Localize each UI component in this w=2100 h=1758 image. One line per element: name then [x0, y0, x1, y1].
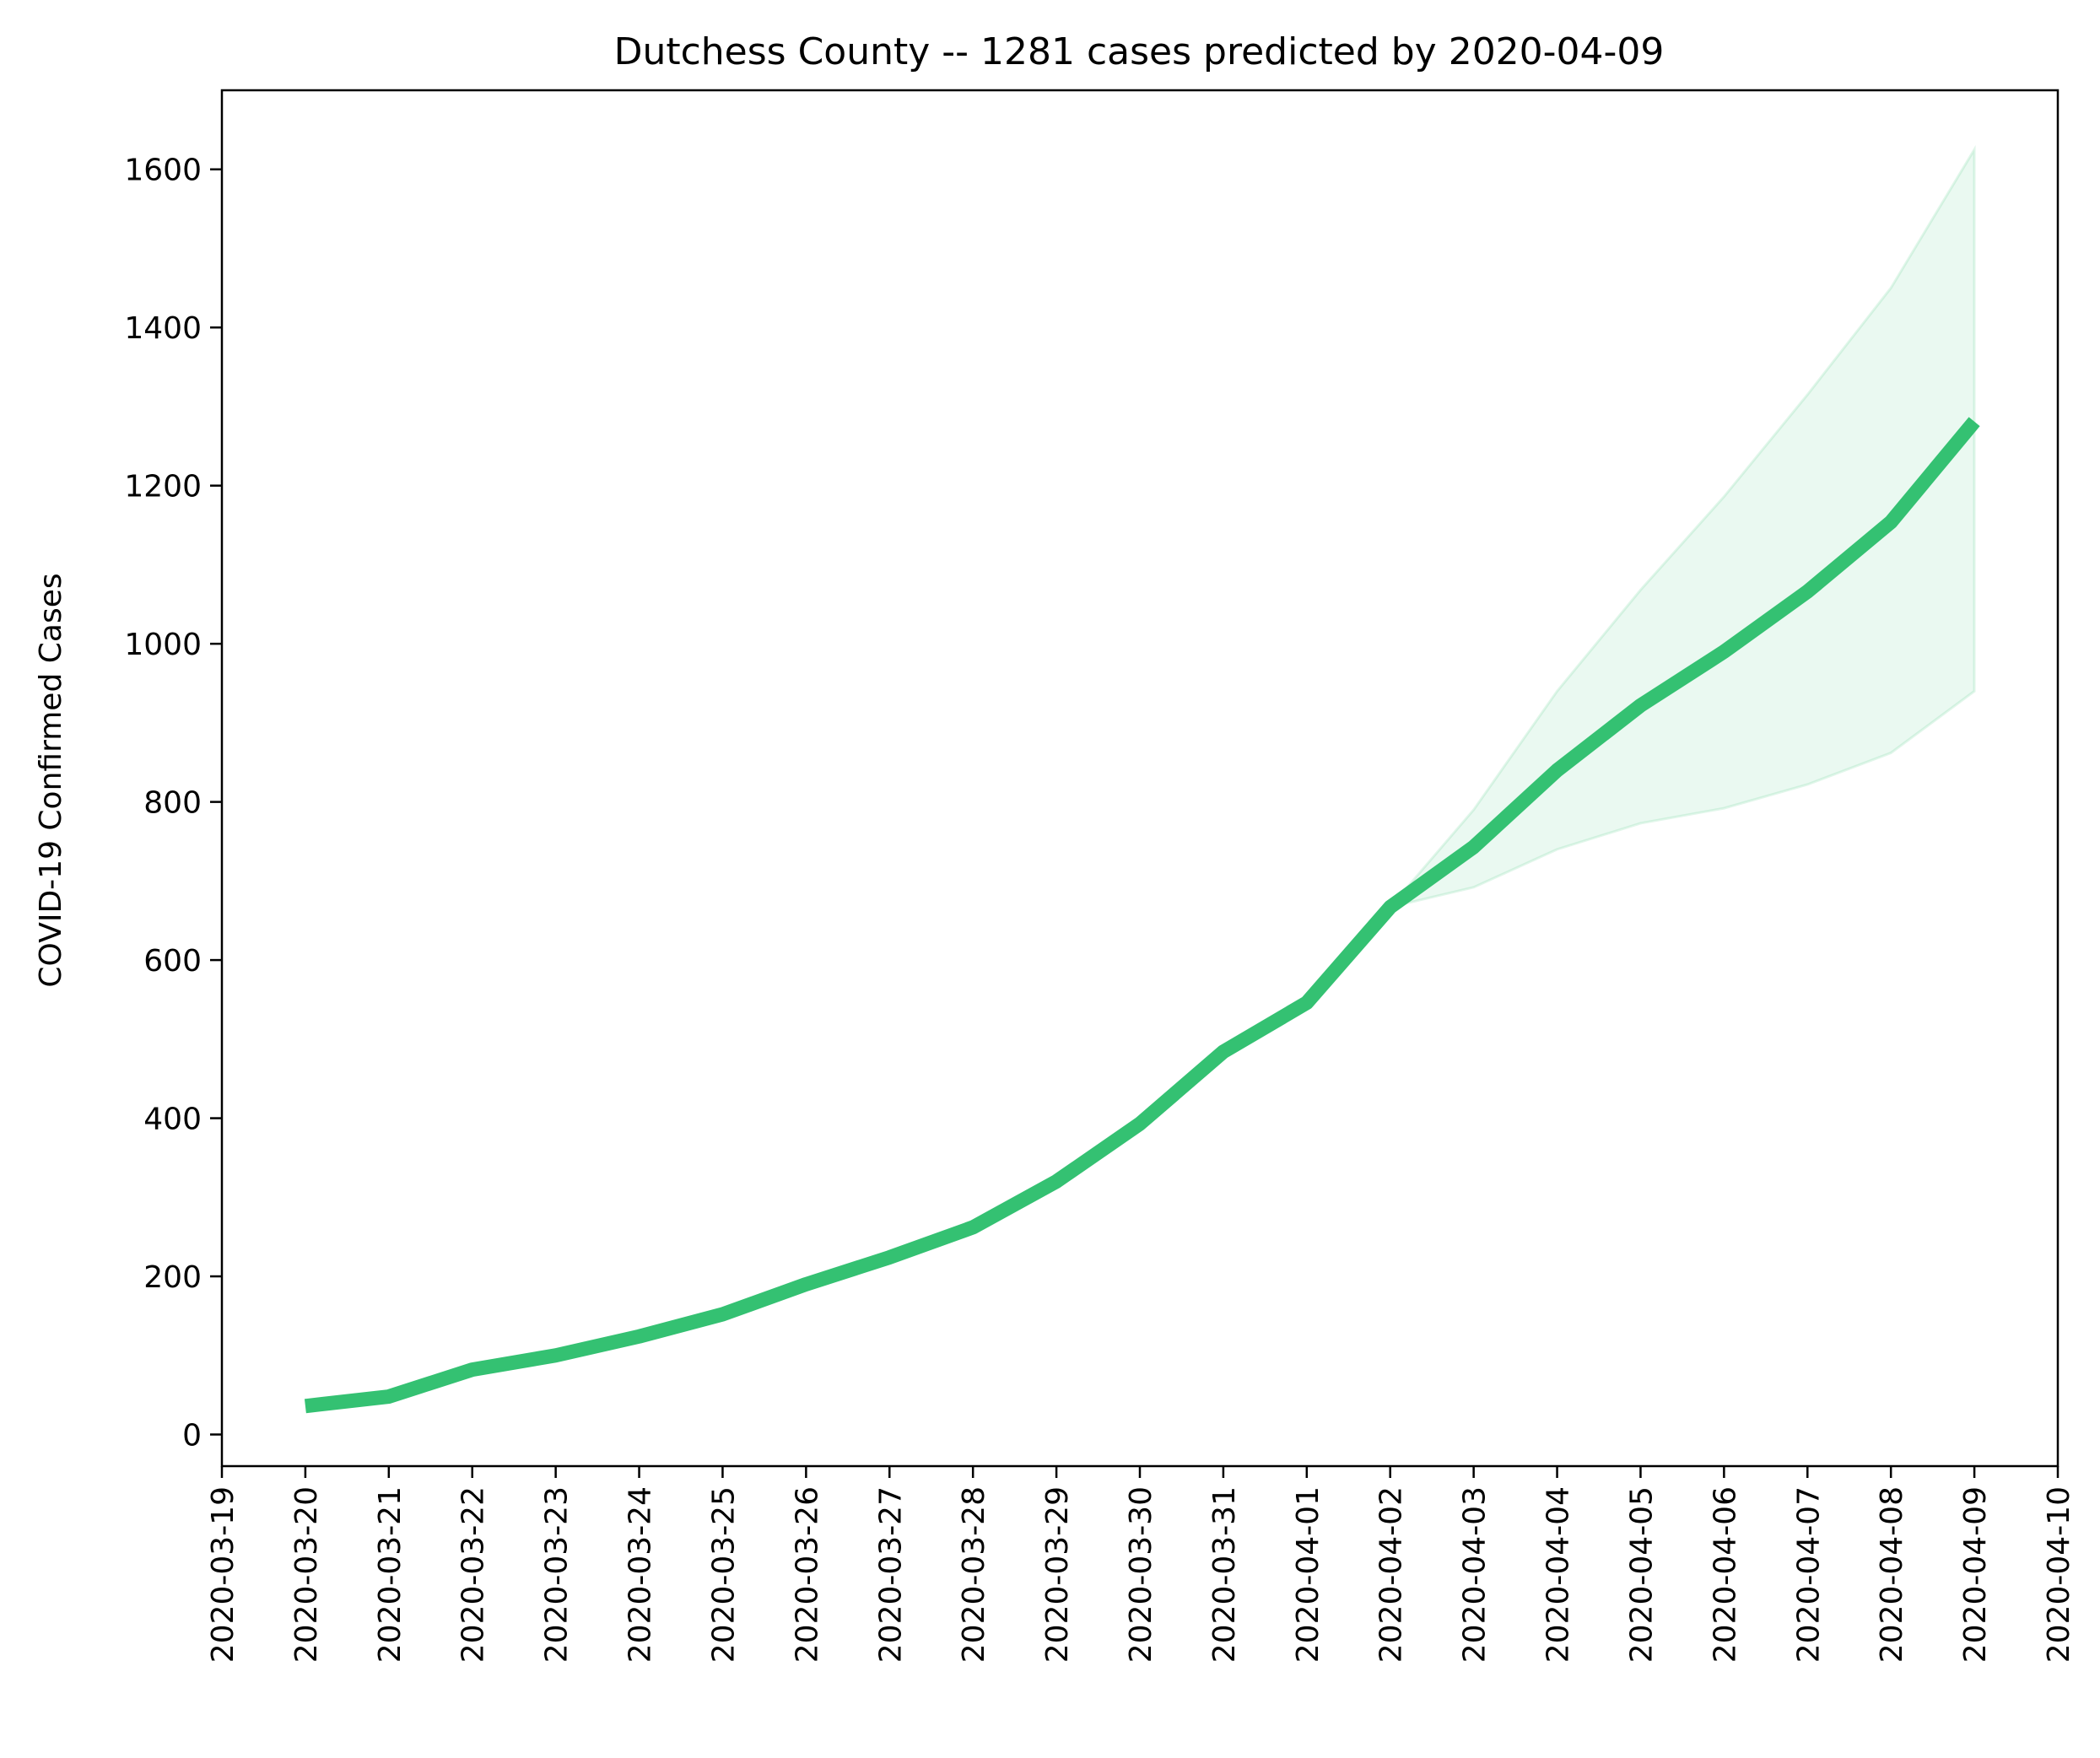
- x-tick-label: 2020-03-28: [957, 1486, 991, 1663]
- y-tick-label: 0: [182, 1419, 202, 1453]
- x-tick-label: 2020-03-30: [1124, 1486, 1158, 1663]
- y-tick-label: 1000: [124, 628, 202, 662]
- x-tick-label: 2020-04-04: [1541, 1486, 1576, 1663]
- plot-area: [304, 144, 1980, 1414]
- y-axis-ticks: 0 200 400 600 800 1000 1200 1400 1600: [124, 154, 222, 1453]
- x-tick-label: 2020-04-09: [1958, 1486, 1993, 1663]
- y-tick-label: 1200: [124, 470, 202, 504]
- x-tick-label: 2020-03-22: [456, 1486, 491, 1663]
- x-tick-label: 2020-04-10: [2042, 1486, 2076, 1663]
- y-tick-label: 200: [143, 1260, 202, 1295]
- x-axis-ticks: 2020-03-19 2020-03-20 2020-03-21 2020-03-22…: [206, 1466, 2076, 1663]
- x-tick-label: 2020-03-20: [289, 1486, 324, 1663]
- x-tick-label: 2020-03-26: [790, 1486, 824, 1663]
- y-axis-label: COVID-19 Confirmed Cases: [34, 573, 68, 987]
- x-tick-label: 2020-03-19: [206, 1486, 240, 1663]
- x-tick-label: 2020-04-01: [1291, 1486, 1325, 1663]
- y-tick-label: 600: [143, 944, 202, 979]
- x-tick-label: 2020-04-07: [1791, 1486, 1826, 1663]
- x-tick-label: 2020-04-05: [1624, 1486, 1659, 1663]
- y-tick-label: 800: [143, 786, 202, 821]
- x-tick-label: 2020-03-29: [1040, 1486, 1075, 1663]
- y-tick-label: 1400: [124, 311, 202, 346]
- x-tick-label: 2020-03-31: [1207, 1486, 1242, 1663]
- y-tick-label: 1600: [124, 154, 202, 188]
- x-tick-label: 2020-03-25: [706, 1486, 741, 1663]
- x-tick-label: 2020-04-02: [1374, 1486, 1409, 1663]
- x-tick-label: 2020-03-21: [373, 1486, 408, 1663]
- x-tick-label: 2020-04-06: [1708, 1486, 1742, 1663]
- x-tick-label: 2020-04-03: [1458, 1486, 1493, 1663]
- series-line-0: [304, 417, 1980, 1414]
- x-tick-label: 2020-04-08: [1875, 1486, 1909, 1663]
- x-tick-label: 2020-03-27: [873, 1486, 908, 1663]
- prediction-band: [1386, 144, 1976, 909]
- chart-title: Dutchess County -- 1281 cases predicted …: [614, 30, 1665, 73]
- x-tick-label: 2020-03-24: [624, 1486, 658, 1663]
- x-tick-label: 2020-03-23: [540, 1486, 575, 1663]
- y-tick-label: 400: [143, 1103, 202, 1137]
